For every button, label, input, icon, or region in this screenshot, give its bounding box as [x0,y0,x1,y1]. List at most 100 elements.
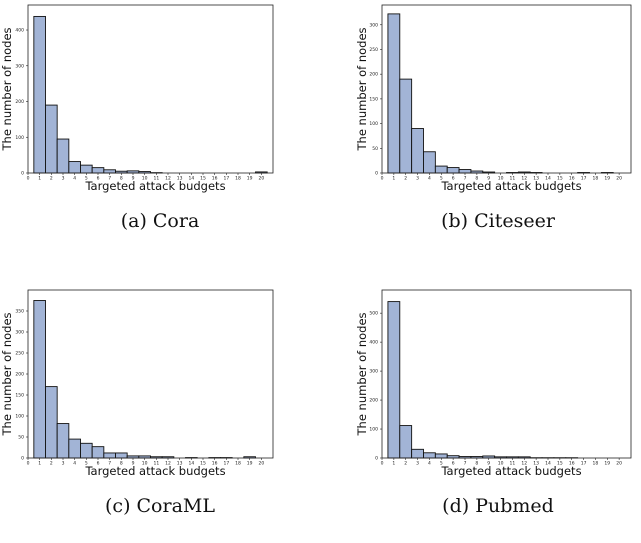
x-tick-label-cora: 0 [27,176,30,182]
x-tick-label-cora: 4 [73,176,76,182]
plot-frame-pubmed [382,290,631,458]
x-axis-label-pubmed: Targeted attack budgets [440,464,581,478]
y-tick-label-cora: 0 [21,171,24,177]
x-tick-label-pubmed: 2 [404,461,407,467]
y-tick-label-coraml: 200 [15,372,24,378]
y-tick-label-coraml: 100 [15,414,24,420]
y-tick-label-coraml: 300 [15,330,24,336]
y-tick-label-citeseer: 200 [369,72,378,78]
bar-coraml-budget-3 [57,424,69,458]
bar-coraml-budget-2 [46,387,58,458]
x-axis-label-coraml: Targeted attack budgets [84,464,225,478]
bar-cora-budget-4 [69,162,81,173]
caption-cora: (a) Cora [0,210,320,232]
y-tick-label-pubmed: 200 [369,398,378,404]
bar-coraml-budget-5 [81,443,93,458]
x-tick-label-pubmed: 20 [616,461,622,467]
x-tick-label-coraml: 18 [235,461,241,467]
y-tick-label-coraml: 0 [21,456,24,462]
x-tick-label-cora: 3 [62,176,65,182]
y-tick-label-pubmed: 0 [375,456,378,462]
x-tick-label-coraml: 20 [258,461,264,467]
x-axis-label-citeseer: Targeted attack budgets [440,179,581,193]
y-tick-label-pubmed: 400 [369,340,378,346]
bar-pubmed-budget-4 [424,453,436,458]
y-tick-label-citeseer: 300 [369,22,378,28]
bar-citeseer-budget-3 [412,129,424,173]
x-tick-label-cora: 19 [247,176,253,182]
x-tick-label-citeseer: 0 [381,176,384,182]
y-tick-label-citeseer: 100 [369,121,378,127]
x-tick-label-pubmed: 19 [604,461,610,467]
y-tick-label-cora: 100 [15,135,24,141]
x-tick-label-citeseer: 20 [616,176,622,182]
y-tick-label-citeseer: 50 [372,146,378,152]
y-tick-label-coraml: 50 [18,435,24,441]
y-tick-label-citeseer: 0 [375,171,378,177]
y-tick-label-pubmed: 500 [369,311,378,317]
bar-cora-budget-5 [81,165,93,173]
bar-cora-budget-6 [92,168,104,173]
x-axis-label-cora: Targeted attack budgets [84,179,225,193]
x-tick-label-pubmed: 1 [392,461,395,467]
bar-cora-budget-1 [34,16,46,173]
x-tick-label-coraml: 2 [50,461,53,467]
x-tick-label-coraml: 3 [62,461,65,467]
x-tick-label-cora: 18 [235,176,241,182]
x-tick-label-citeseer: 4 [428,176,431,182]
bar-coraml-budget-1 [34,301,46,459]
x-tick-label-cora: 20 [258,176,264,182]
caption-citeseer: (b) Citeseer [355,210,641,232]
y-axis-label-pubmed: The number of nodes [355,312,369,436]
x-tick-label-citeseer: 2 [404,176,407,182]
x-tick-label-coraml: 4 [73,461,76,467]
bar-coraml-budget-8 [116,453,128,458]
y-tick-label-pubmed: 100 [369,427,378,433]
x-tick-label-pubmed: 17 [581,461,587,467]
bar-coraml-budget-6 [92,447,104,458]
x-tick-label-pubmed: 0 [381,461,384,467]
x-tick-label-cora: 2 [50,176,53,182]
bar-citeseer-budget-6 [447,168,459,173]
y-axis-label-cora: The number of nodes [0,27,14,151]
bar-pubmed-budget-1 [388,302,400,458]
y-tick-label-pubmed: 300 [369,369,378,375]
x-tick-label-coraml: 0 [27,461,30,467]
y-tick-label-coraml: 150 [15,393,24,399]
y-axis-label-citeseer: The number of nodes [355,27,369,151]
bar-coraml-budget-4 [69,439,81,458]
bar-citeseer-budget-4 [424,152,436,173]
y-tick-label-citeseer: 150 [369,96,378,102]
y-tick-label-cora: 200 [15,99,24,105]
bar-pubmed-budget-2 [400,426,412,458]
bar-citeseer-budget-2 [400,79,412,173]
bar-cora-budget-7 [104,170,116,173]
x-tick-label-pubmed: 18 [593,461,599,467]
bar-coraml-budget-7 [104,453,116,458]
bar-citeseer-budget-5 [435,166,447,173]
bar-citeseer-budget-7 [459,170,471,173]
x-tick-label-citeseer: 3 [416,176,419,182]
bar-pubmed-budget-3 [412,449,424,458]
y-tick-label-citeseer: 250 [369,47,378,53]
y-tick-label-coraml: 350 [15,309,24,315]
caption-pubmed: (d) Pubmed [355,495,641,517]
bar-pubmed-budget-5 [435,454,447,458]
x-tick-label-pubmed: 3 [416,461,419,467]
x-tick-label-citeseer: 19 [604,176,610,182]
y-tick-label-cora: 300 [15,63,24,69]
x-tick-label-citeseer: 17 [581,176,587,182]
x-tick-label-pubmed: 4 [428,461,431,467]
y-tick-label-coraml: 250 [15,351,24,357]
x-tick-label-cora: 1 [38,176,41,182]
x-tick-label-coraml: 1 [38,461,41,467]
x-tick-label-citeseer: 18 [593,176,599,182]
bar-cora-budget-2 [46,105,58,173]
